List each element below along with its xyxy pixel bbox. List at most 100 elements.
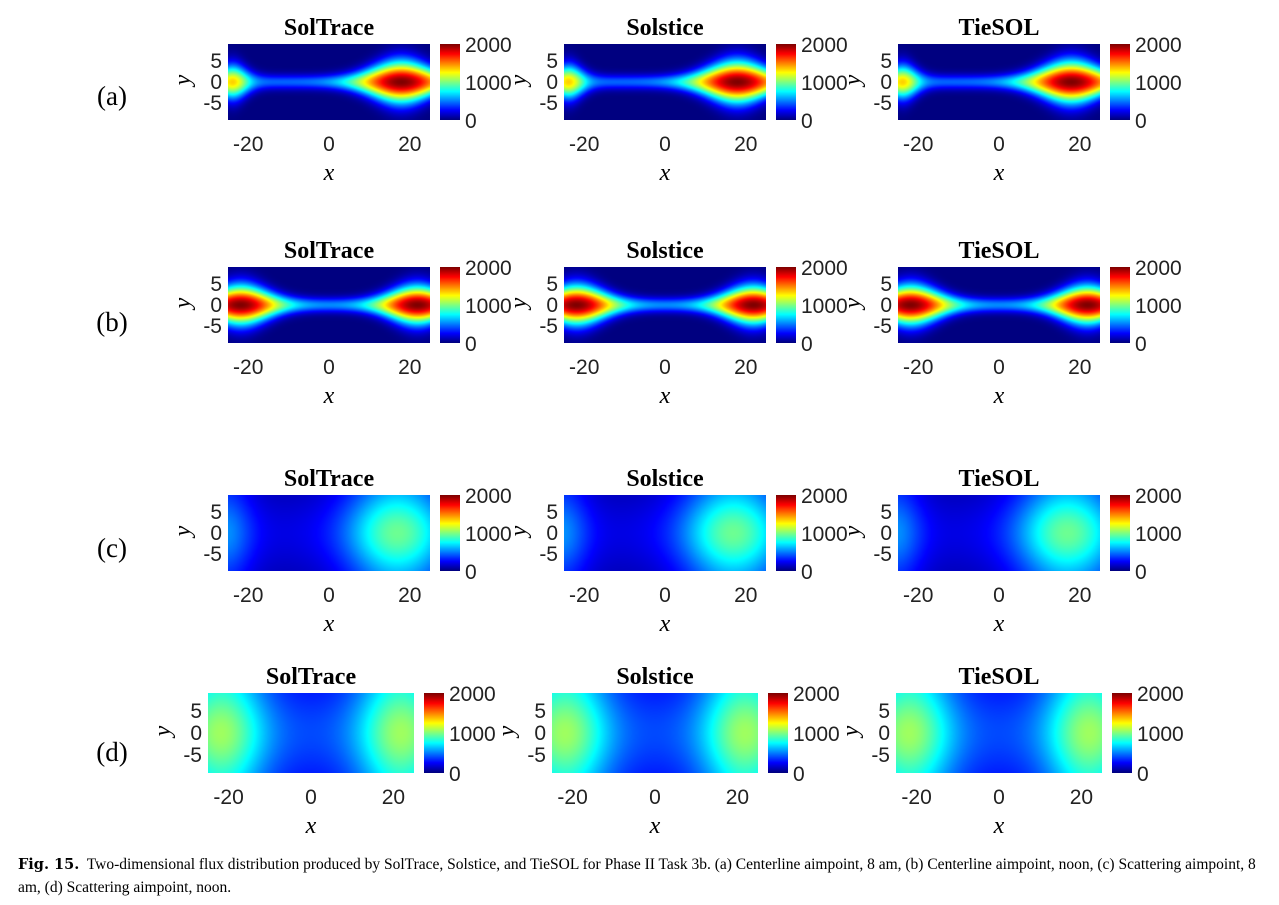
y-axis-label: y [506, 525, 532, 538]
x-tick-label: 20 [1068, 133, 1091, 156]
colorbar-tick-label: 0 [801, 110, 813, 133]
row-label: (a) [97, 81, 127, 111]
y-tick-label: -5 [871, 744, 890, 767]
colorbar-tick-label: 1000 [465, 295, 512, 318]
colorbar-tick-label: 2000 [465, 34, 512, 57]
y-tick-label: -5 [539, 315, 558, 338]
row-label: (c) [97, 533, 127, 563]
y-axis-label: y [170, 297, 196, 310]
x-tick-label: -20 [569, 133, 599, 156]
colorbar-tick-label: 2000 [465, 257, 512, 280]
x-tick-label: 20 [734, 356, 757, 379]
colorbar [776, 495, 796, 571]
colorbar-tick-label: 2000 [801, 34, 848, 57]
colorbar [440, 44, 460, 120]
flux-heatmap [208, 693, 414, 773]
x-tick-label: 20 [382, 786, 405, 809]
y-tick-label: 0 [210, 294, 222, 317]
y-tick-label: -5 [873, 315, 892, 338]
y-axis-label: y [506, 74, 532, 87]
x-tick-label: 20 [1068, 584, 1091, 607]
flux-heatmap [564, 267, 766, 343]
x-axis-label: x [323, 383, 335, 409]
x-tick-label: 20 [398, 356, 421, 379]
panel-title: SolTrace [266, 664, 357, 690]
y-tick-label: 0 [546, 522, 558, 545]
x-axis-label: x [993, 383, 1005, 409]
x-tick-label: 0 [993, 133, 1005, 156]
y-tick-label: 5 [210, 50, 222, 73]
x-tick-label: -20 [557, 786, 587, 809]
y-tick-label: 0 [534, 722, 546, 745]
x-tick-label: 20 [726, 786, 749, 809]
y-axis-label: y [840, 525, 866, 538]
x-tick-label: 0 [659, 356, 671, 379]
y-axis-label: y [840, 74, 866, 87]
y-tick-label: 0 [190, 722, 202, 745]
flux-heatmap [228, 495, 430, 571]
x-axis-label: x [993, 611, 1005, 637]
colorbar [1112, 693, 1132, 773]
y-tick-label: 5 [546, 501, 558, 524]
y-tick-label: 0 [880, 71, 892, 94]
panel-title: Solstice [616, 664, 694, 690]
y-tick-label: 0 [878, 722, 890, 745]
y-tick-label: 0 [210, 71, 222, 94]
y-tick-label: 5 [880, 273, 892, 296]
y-tick-label: 5 [190, 700, 202, 723]
colorbar-tick-label: 2000 [793, 683, 840, 706]
x-tick-label: -20 [569, 356, 599, 379]
x-tick-label: 0 [323, 356, 335, 379]
colorbar-tick-label: 0 [1135, 561, 1147, 584]
colorbar [424, 693, 444, 773]
panel-title: Solstice [626, 238, 704, 264]
colorbar-tick-label: 1000 [1135, 295, 1182, 318]
y-axis-label: y [506, 297, 532, 310]
row-label: (d) [96, 737, 127, 767]
x-tick-label: 20 [1068, 356, 1091, 379]
x-axis-label: x [323, 160, 335, 186]
colorbar [440, 495, 460, 571]
y-axis-label: y [838, 725, 864, 738]
figure-caption: Fig. 15. Two-dimensional flux distributi… [18, 853, 1268, 899]
colorbar-tick-label: 2000 [1135, 485, 1182, 508]
x-axis-label: x [659, 383, 671, 409]
flux-heatmap [228, 267, 430, 343]
colorbar-tick-label: 1000 [1135, 72, 1182, 95]
colorbar-tick-label: 0 [1135, 333, 1147, 356]
flux-heatmap [898, 44, 1100, 120]
x-axis-label: x [323, 611, 335, 637]
x-tick-label: 0 [323, 133, 335, 156]
x-tick-label: 20 [398, 584, 421, 607]
x-tick-label: 0 [323, 584, 335, 607]
colorbar-tick-label: 1000 [465, 523, 512, 546]
colorbar-tick-label: 0 [801, 561, 813, 584]
y-tick-label: -5 [873, 543, 892, 566]
figure-caption-text: Two-dimensional flux distribution produc… [18, 856, 1256, 896]
y-axis-label: y [150, 725, 176, 738]
x-axis-label: x [659, 160, 671, 186]
x-axis-label: x [659, 611, 671, 637]
colorbar-tick-label: 0 [465, 333, 477, 356]
colorbar [776, 44, 796, 120]
panel-title: TieSOL [959, 664, 1040, 690]
y-axis-label: y [494, 725, 520, 738]
y-tick-label: 5 [534, 700, 546, 723]
x-tick-label: 20 [398, 133, 421, 156]
x-tick-label: 20 [1070, 786, 1093, 809]
colorbar [1110, 267, 1130, 343]
colorbar-tick-label: 2000 [449, 683, 496, 706]
y-tick-label: 0 [880, 522, 892, 545]
y-tick-label: -5 [203, 92, 222, 115]
x-tick-label: -20 [903, 356, 933, 379]
x-tick-label: -20 [233, 356, 263, 379]
panel-title: SolTrace [284, 15, 375, 41]
colorbar-tick-label: 2000 [465, 485, 512, 508]
y-tick-label: -5 [203, 543, 222, 566]
x-tick-label: 0 [993, 356, 1005, 379]
